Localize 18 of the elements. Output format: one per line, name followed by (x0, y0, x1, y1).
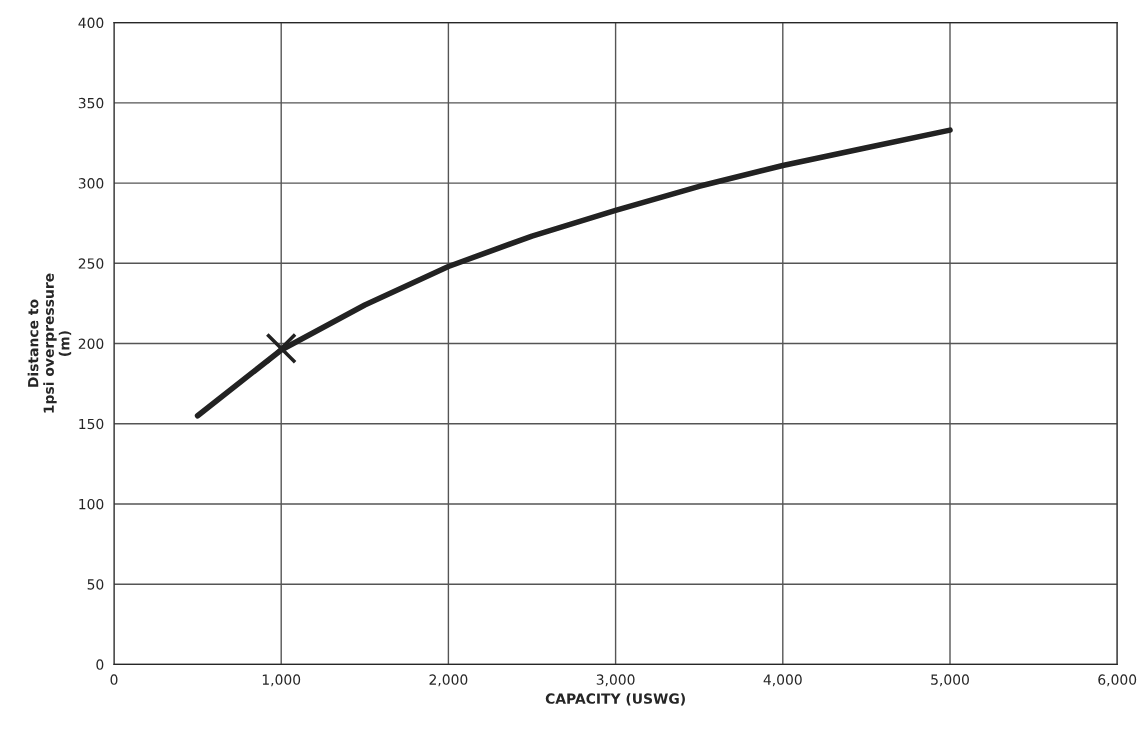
y-tick-label: 400 (78, 17, 104, 29)
x-tick-label: 1,000 (262, 674, 301, 687)
y-tick-label: 150 (79, 418, 104, 430)
y-axis-title: Distance to 1psi overpressure (m) (27, 273, 72, 413)
x-axis-title: CAPACITY (USWG) (545, 693, 685, 706)
x-tick-label: 3,000 (596, 674, 635, 687)
x-tick-label: 0 (110, 674, 118, 685)
y-tick-label: 200 (78, 338, 104, 349)
y-tick-label: 100 (79, 498, 104, 510)
x-tick-label: 6,000 (1098, 674, 1137, 687)
y-tick-label: 250 (78, 258, 104, 269)
x-tick-label: 4,000 (763, 674, 802, 687)
y-tick-label: 350 (78, 97, 104, 109)
y-tick-label: 0 (96, 659, 104, 670)
x-tick-label: 5,000 (931, 674, 969, 687)
y-tick-label: 300 (78, 178, 104, 189)
x-tick-label: 2,000 (429, 674, 468, 687)
y-tick-label: 50 (87, 579, 104, 590)
